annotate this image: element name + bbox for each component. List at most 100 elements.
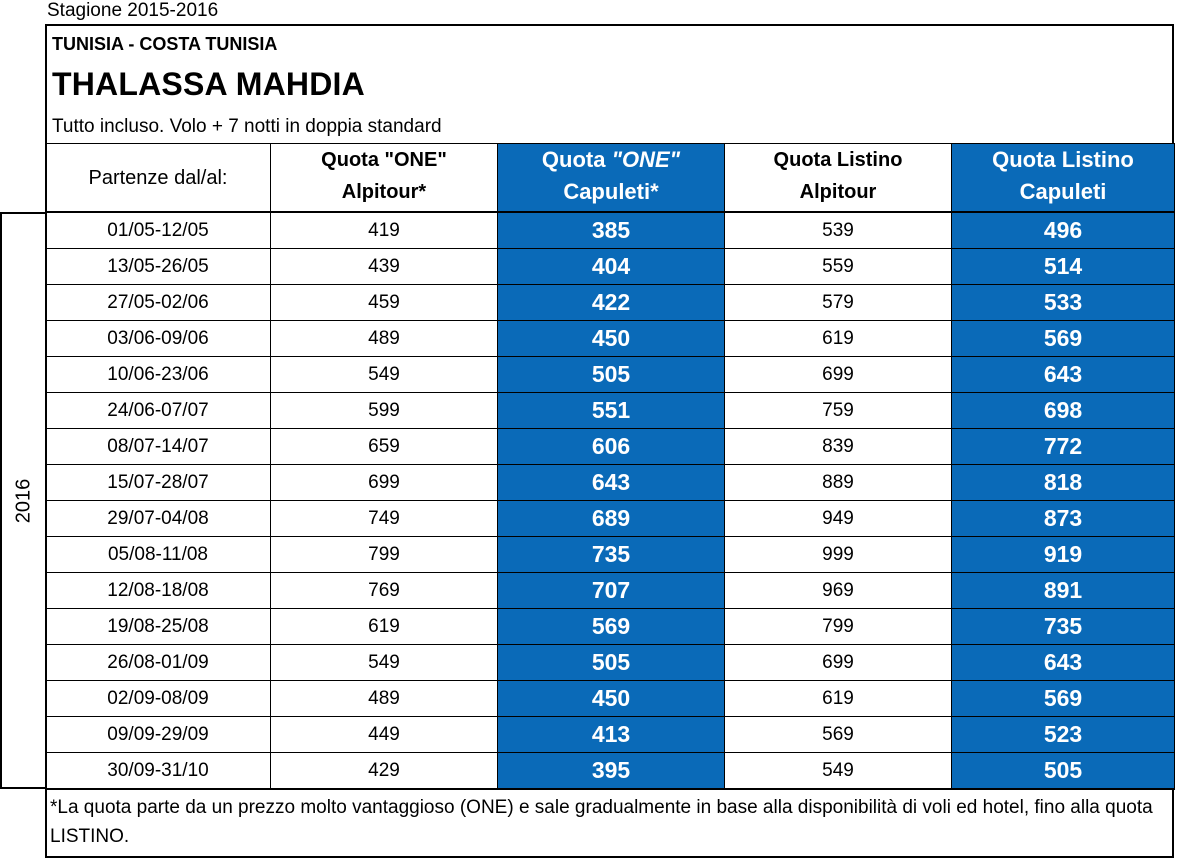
listino-alpitour-price-cell: 699 xyxy=(724,644,952,681)
table-row: 02/09-08/09 489 450 619 569 xyxy=(45,680,1175,717)
listino-alpitour-price-cell: 569 xyxy=(724,716,952,753)
table-row: 30/09-31/10 429 395 549 505 xyxy=(45,752,1175,790)
listino-alpitour-price-cell: 699 xyxy=(724,356,952,393)
season-label: Stagione 2015-2016 xyxy=(47,0,219,21)
table-row: 15/07-28/07 699 643 889 818 xyxy=(45,464,1175,501)
one-capuleti-price-cell: 606 xyxy=(497,428,725,465)
header-listino-capuleti-line2: Capuleti xyxy=(1019,179,1107,204)
header-one-capuleti-line1-a: Quota xyxy=(541,147,612,172)
listino-capuleti-price-cell: 919 xyxy=(951,536,1175,573)
listino-alpitour-price-cell: 799 xyxy=(724,608,952,645)
one-capuleti-price-cell: 505 xyxy=(497,644,725,681)
listino-capuleti-price-cell: 514 xyxy=(951,248,1175,285)
one-alpitour-price-cell: 659 xyxy=(270,428,498,465)
region-title: TUNISIA - COSTA TUNISIA xyxy=(52,34,278,54)
table-row: 05/08-11/08 799 735 999 919 xyxy=(45,536,1175,573)
listino-capuleti-price-cell: 873 xyxy=(951,500,1175,537)
departure-dates-cell: 10/06-23/06 xyxy=(45,356,271,393)
listino-alpitour-price-cell: 999 xyxy=(724,536,952,573)
table-row: 26/08-01/09 549 505 699 643 xyxy=(45,644,1175,681)
one-capuleti-price-cell: 450 xyxy=(497,320,725,357)
one-alpitour-price-cell: 549 xyxy=(270,644,498,681)
one-capuleti-price-cell: 505 xyxy=(497,356,725,393)
listino-alpitour-price-cell: 889 xyxy=(724,464,952,501)
one-alpitour-price-cell: 489 xyxy=(270,680,498,717)
listino-capuleti-price-cell: 569 xyxy=(951,320,1175,357)
header-listino-alpitour: Quota Listino Alpitour xyxy=(724,143,952,213)
header-row: Partenze dal/al: Quota "ONE" Alpitour* Q… xyxy=(45,143,1175,213)
one-alpitour-price-cell: 419 xyxy=(270,211,498,249)
departure-dates-cell: 24/06-07/07 xyxy=(45,392,271,429)
hotel-title: THALASSA MAHDIA xyxy=(52,66,365,102)
listino-capuleti-price-cell: 891 xyxy=(951,572,1175,609)
departure-dates-cell: 05/08-11/08 xyxy=(45,536,271,573)
table-row: 24/06-07/07 599 551 759 698 xyxy=(45,392,1175,429)
one-capuleti-price-cell: 413 xyxy=(497,716,725,753)
listino-alpitour-price-cell: 549 xyxy=(724,752,952,790)
departure-dates-cell: 13/05-26/05 xyxy=(45,248,271,285)
listino-alpitour-price-cell: 619 xyxy=(724,320,952,357)
table-row: 01/05-12/05 419 385 539 496 xyxy=(45,211,1175,249)
one-capuleti-price-cell: 551 xyxy=(497,392,725,429)
listino-capuleti-price-cell: 523 xyxy=(951,716,1175,753)
table-row: 19/08-25/08 619 569 799 735 xyxy=(45,608,1175,645)
one-alpitour-price-cell: 799 xyxy=(270,536,498,573)
one-alpitour-price-cell: 749 xyxy=(270,500,498,537)
listino-alpitour-price-cell: 619 xyxy=(724,680,952,717)
price-table: Partenze dal/al: Quota "ONE" Alpitour* Q… xyxy=(45,143,1175,790)
listino-capuleti-price-cell: 533 xyxy=(951,284,1175,321)
year-bracket: 2016 xyxy=(0,212,45,789)
table-row: 12/08-18/08 769 707 969 891 xyxy=(45,572,1175,609)
one-alpitour-price-cell: 439 xyxy=(270,248,498,285)
one-capuleti-price-cell: 707 xyxy=(497,572,725,609)
departure-dates-cell: 02/09-08/09 xyxy=(45,680,271,717)
table-row: 27/05-02/06 459 422 579 533 xyxy=(45,284,1175,321)
one-capuleti-price-cell: 643 xyxy=(497,464,725,501)
header-listino-capuleti-line1: Quota Listino xyxy=(992,147,1134,172)
listino-capuleti-price-cell: 569 xyxy=(951,680,1175,717)
listino-capuleti-price-cell: 698 xyxy=(951,392,1175,429)
listino-alpitour-price-cell: 539 xyxy=(724,211,952,249)
listino-alpitour-price-cell: 949 xyxy=(724,500,952,537)
one-alpitour-price-cell: 459 xyxy=(270,284,498,321)
table-row: 29/07-04/08 749 689 949 873 xyxy=(45,500,1175,537)
departure-dates-cell: 29/07-04/08 xyxy=(45,500,271,537)
one-capuleti-price-cell: 385 xyxy=(497,211,725,249)
footnote: *La quota parte da un prezzo molto vanta… xyxy=(50,797,1153,847)
departure-dates-cell: 03/06-09/06 xyxy=(45,320,271,357)
table-row: 09/09-29/09 449 413 569 523 xyxy=(45,716,1175,753)
one-alpitour-price-cell: 699 xyxy=(270,464,498,501)
listino-capuleti-price-cell: 496 xyxy=(951,211,1175,249)
listino-capuleti-price-cell: 643 xyxy=(951,644,1175,681)
listino-capuleti-price-cell: 643 xyxy=(951,356,1175,393)
listino-capuleti-price-cell: 772 xyxy=(951,428,1175,465)
one-capuleti-price-cell: 735 xyxy=(497,536,725,573)
departure-dates-cell: 19/08-25/08 xyxy=(45,608,271,645)
one-capuleti-price-cell: 422 xyxy=(497,284,725,321)
departure-dates-cell: 09/09-29/09 xyxy=(45,716,271,753)
departure-dates-cell: 01/05-12/05 xyxy=(45,211,271,249)
header-one-alpitour-line1: Quota "ONE" xyxy=(321,149,447,171)
header-listino-alpitour-line2: Alpitour xyxy=(799,181,877,203)
header-one-capuleti-line1-b: "ONE" xyxy=(611,147,681,172)
header-one-capuleti-line2: Capuleti* xyxy=(563,179,659,204)
listino-capuleti-price-cell: 818 xyxy=(951,464,1175,501)
header-listino-capuleti: Quota Listino Capuleti xyxy=(951,143,1175,213)
departure-dates-cell: 08/07-14/07 xyxy=(45,428,271,465)
departure-dates-cell: 30/09-31/10 xyxy=(45,752,271,790)
one-alpitour-price-cell: 769 xyxy=(270,572,498,609)
listino-alpitour-price-cell: 559 xyxy=(724,248,952,285)
one-capuleti-price-cell: 450 xyxy=(497,680,725,717)
one-alpitour-price-cell: 429 xyxy=(270,752,498,790)
one-alpitour-price-cell: 549 xyxy=(270,356,498,393)
header-departures: Partenze dal/al: xyxy=(45,143,271,213)
one-capuleti-price-cell: 689 xyxy=(497,500,725,537)
header-one-alpitour: Quota "ONE" Alpitour* xyxy=(270,143,498,213)
departure-dates-cell: 26/08-01/09 xyxy=(45,644,271,681)
table-row: 10/06-23/06 549 505 699 643 xyxy=(45,356,1175,393)
offer-subtitle: Tutto incluso. Volo + 7 notti in doppia … xyxy=(52,116,442,137)
one-alpitour-price-cell: 599 xyxy=(270,392,498,429)
table-row: 13/05-26/05 439 404 559 514 xyxy=(45,248,1175,285)
header-listino-alpitour-line1: Quota Listino xyxy=(773,149,903,171)
departure-dates-cell: 15/07-28/07 xyxy=(45,464,271,501)
